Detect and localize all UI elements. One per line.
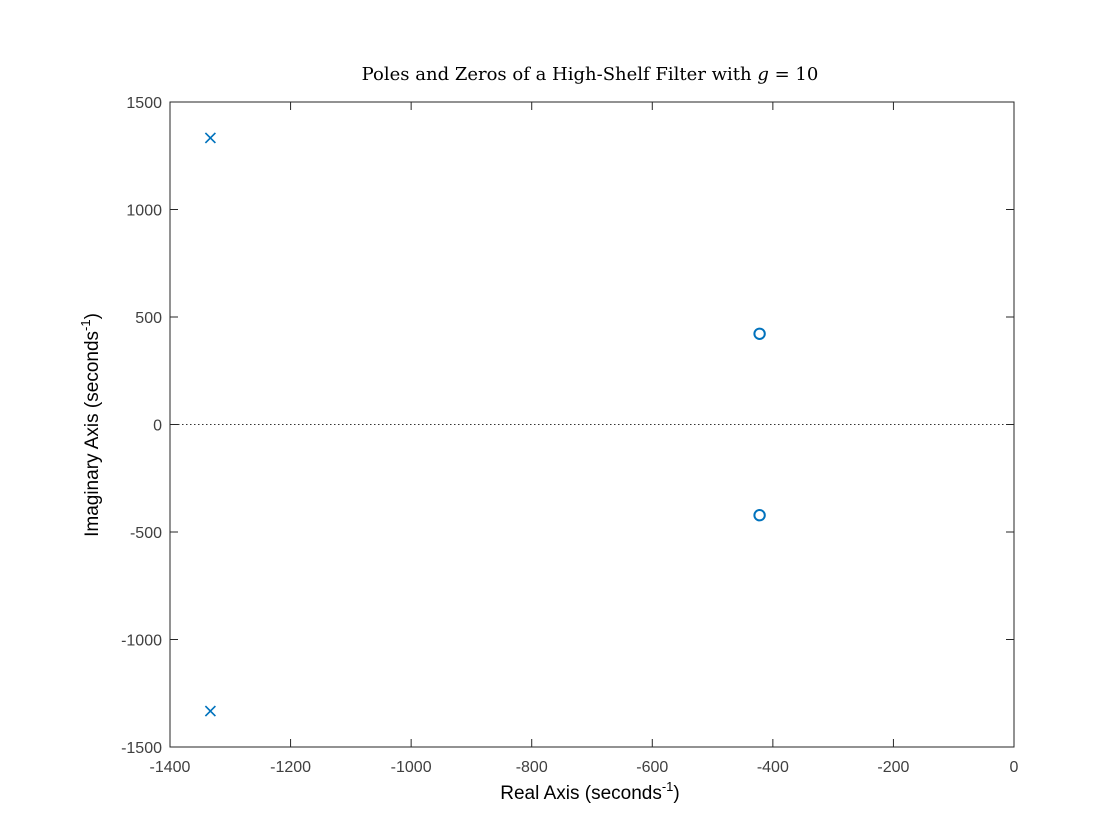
pole-marker — [204, 132, 216, 144]
x-tick-label: -800 — [516, 759, 548, 776]
y-tick-label: 1500 — [126, 95, 162, 112]
chart-title-suffix: = 10 — [769, 64, 818, 85]
x-tick-label: -1000 — [391, 759, 432, 776]
y-tick-label: -1000 — [121, 633, 162, 650]
y-tick-label: -500 — [130, 525, 162, 542]
y-tick-label: 1000 — [126, 203, 162, 220]
x-axis-label-superscript: -1 — [662, 779, 674, 794]
x-tick-label: -400 — [757, 759, 789, 776]
pole-marker — [204, 705, 216, 717]
x-tick-label: -200 — [877, 759, 909, 776]
zero-marker — [753, 509, 766, 522]
x-tick-label: -1400 — [150, 759, 191, 776]
y-axis-label-superscript: -1 — [78, 319, 93, 331]
pole-marker-stroke — [204, 705, 216, 717]
y-tick-label: 0 — [153, 418, 162, 435]
y-tick-label: 500 — [135, 310, 162, 327]
x-tick-label: 0 — [1010, 759, 1019, 776]
y-axis-ticks: -1500 -1000 -500 0 500 1000 1500 — [121, 95, 1014, 757]
x-axis-label-text: Real Axis (seconds — [500, 783, 662, 804]
x-axis-ticks: -1400 -1200 -1000 -800 -600 -400 -200 0 — [150, 102, 1019, 776]
chart-title-variable: g — [757, 64, 769, 85]
y-tick-label: -1500 — [121, 740, 162, 757]
y-axis-label: Imaginary Axis (seconds-1) — [78, 313, 103, 537]
x-tick-label: -600 — [636, 759, 668, 776]
pole-zero-markers — [204, 132, 766, 717]
x-axis-label: Real Axis (seconds-1) — [500, 779, 679, 804]
x-tick-label: -1200 — [270, 759, 311, 776]
y-axis-label-text: Imaginary Axis (seconds — [82, 331, 103, 537]
zero-marker — [753, 327, 766, 340]
chart-title-prefix: Poles and Zeros of a High-Shelf Filter w… — [362, 64, 758, 85]
plot-area — [169, 101, 1015, 748]
x-axis-label-close: ) — [673, 783, 679, 804]
pole-marker-stroke — [204, 132, 216, 144]
chart-title: Poles and Zeros of a High-Shelf Filter w… — [362, 64, 819, 85]
y-axis-label-close: ) — [82, 313, 103, 319]
